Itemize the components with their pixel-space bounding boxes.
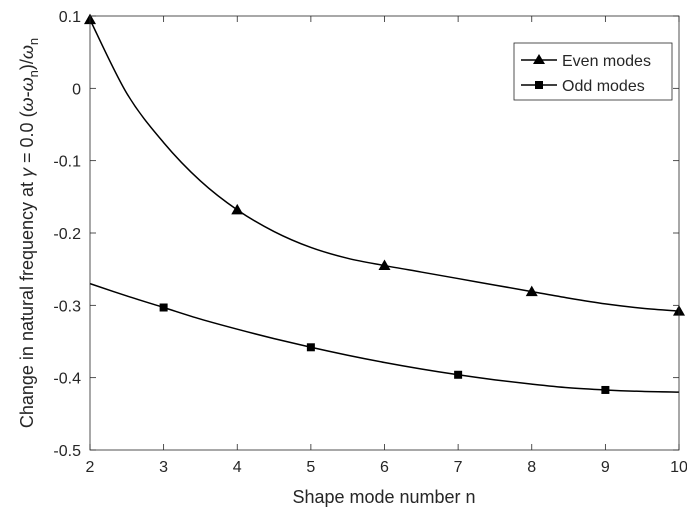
legend-box	[513, 42, 673, 101]
y-tick-label: -0.1	[53, 154, 81, 171]
odd-mode-marker	[601, 385, 610, 394]
y-axis-label-main: Change in natural frequency at	[17, 177, 37, 428]
series-line-odd	[89, 282, 680, 393]
y-tick-label: -0.4	[53, 371, 81, 388]
y-axis-label-close: )/	[17, 59, 37, 70]
y-tick-label: 0.1	[59, 9, 81, 26]
even-mode-marker	[525, 285, 538, 297]
y-axis-label-omega-n: ω	[17, 77, 37, 91]
x-tick-label: 2	[86, 459, 95, 476]
odd-mode-marker	[159, 303, 168, 312]
legend-label-even: Even modes	[562, 53, 651, 70]
legend-label-odd: Odd modes	[562, 78, 645, 95]
x-tick-label: 10	[670, 459, 687, 476]
y-axis-label-omega: ω	[17, 97, 37, 111]
legend: Even modes Odd modes	[513, 42, 673, 101]
even-mode-marker	[231, 203, 244, 215]
odd-mode-marker	[454, 370, 463, 379]
x-tick-label: 8	[527, 459, 536, 476]
y-axis-label-minus: -	[17, 91, 37, 97]
y-axis-label: Change in natural frequency at γ = 0.0 (…	[17, 38, 41, 428]
y-tick-label: 0	[72, 81, 81, 98]
y-axis-label-sub-n-2: n	[26, 38, 41, 45]
legend-marker-even	[533, 54, 545, 64]
legend-marker-odd	[535, 81, 543, 89]
odd-mode-marker	[306, 343, 315, 352]
even-mode-marker	[378, 259, 391, 271]
y-axis-ticks: -0.5 -0.4 -0.3 -0.2 -0.1 0 0.1	[53, 9, 679, 460]
x-axis-ticks: 2 3 4 5 6 7 8 9 10	[86, 16, 687, 476]
y-axis-label-omega-n-2: ω	[17, 45, 37, 59]
x-tick-label: 6	[380, 459, 389, 476]
y-axis-label-sub-n: n	[26, 70, 41, 77]
x-tick-label: 4	[233, 459, 242, 476]
x-axis-label: Shape mode number n	[292, 487, 475, 507]
y-tick-label: -0.2	[53, 226, 81, 243]
y-axis-label-eq: = 0.0 (	[17, 111, 37, 168]
x-tick-label: 5	[306, 459, 315, 476]
y-tick-label: -0.5	[53, 443, 81, 460]
y-tick-label: -0.3	[53, 298, 81, 315]
y-axis-label-gamma: γ	[17, 167, 37, 177]
x-tick-label: 3	[159, 459, 168, 476]
x-tick-label: 7	[454, 459, 463, 476]
x-tick-label: 9	[601, 459, 610, 476]
